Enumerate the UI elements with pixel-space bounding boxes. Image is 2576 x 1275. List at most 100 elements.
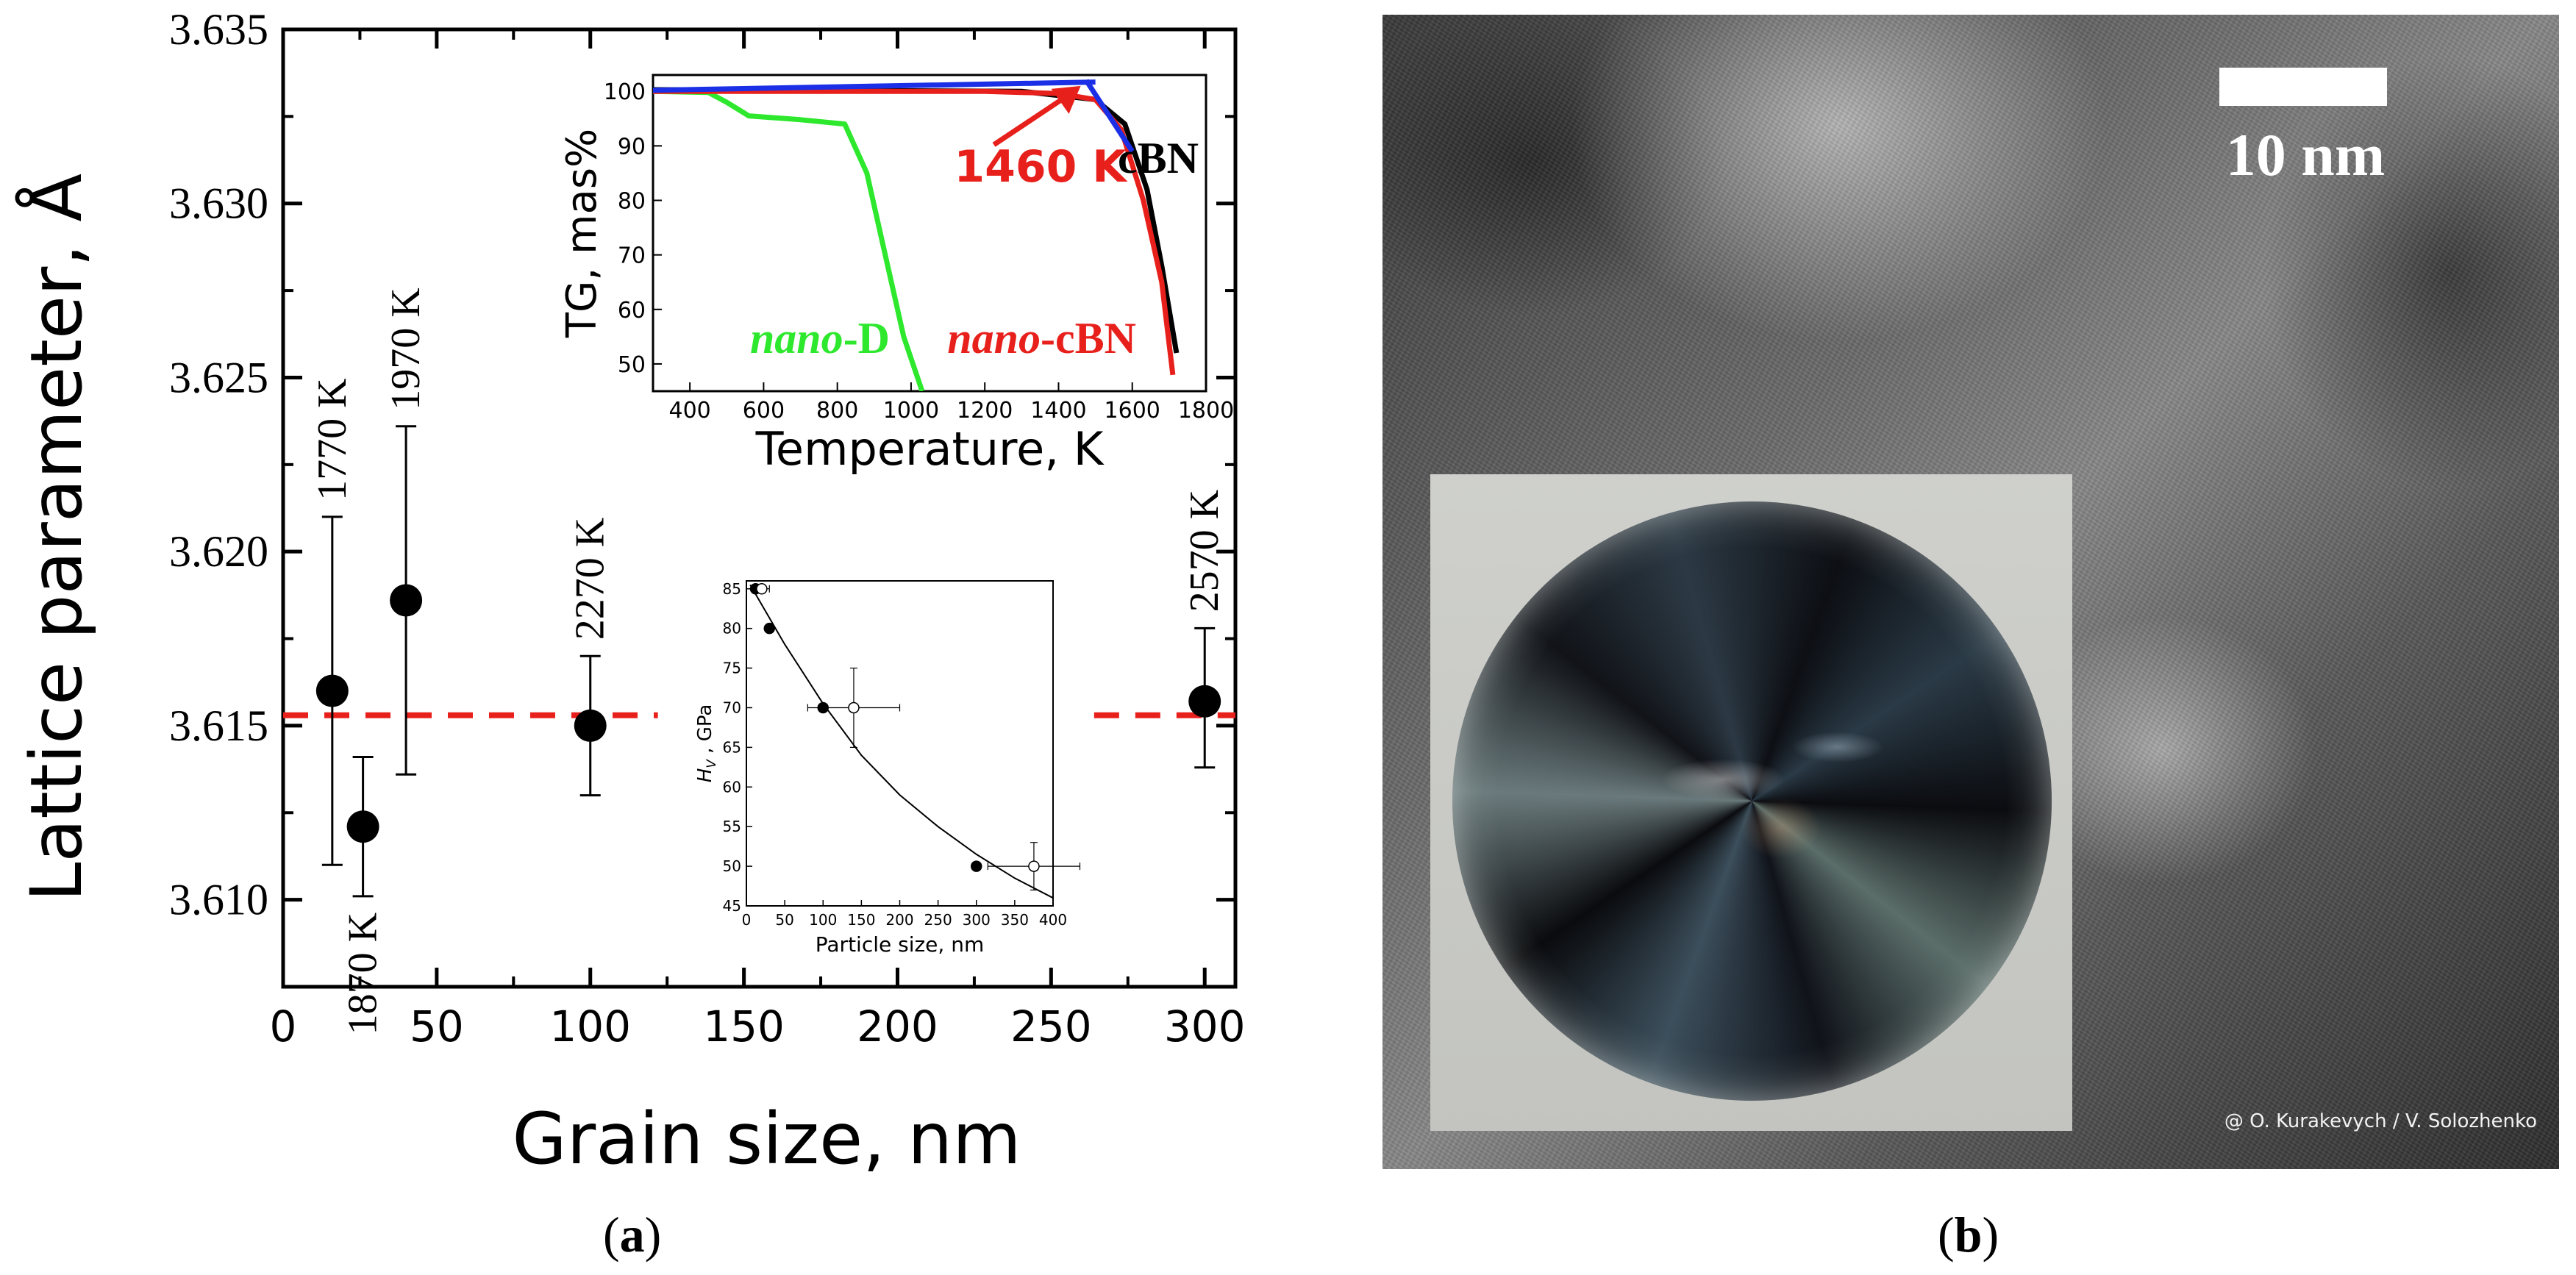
tg-y-tick-label: 50 bbox=[618, 352, 646, 378]
tg-series-label: nano-D bbox=[750, 314, 890, 362]
hardness-y-axis-unit: , GPa bbox=[694, 704, 716, 760]
x-tick-label: 250 bbox=[1010, 1001, 1092, 1051]
plot-frame bbox=[281, 27, 1238, 989]
y-tick-label: 3.625 bbox=[169, 353, 268, 401]
hardness-x-axis-title: Particle size, nm bbox=[816, 932, 984, 957]
tg-x-tick-label: 1200 bbox=[957, 398, 1013, 424]
hardness-y-tick-label: 85 bbox=[723, 580, 741, 598]
hardness-y-tick-label: 65 bbox=[723, 738, 741, 756]
panel-a-label: (a) bbox=[603, 1206, 661, 1264]
tg-x-tick-label: 1000 bbox=[883, 398, 939, 424]
hardness-x-tick-label: 100 bbox=[809, 911, 837, 929]
data-point bbox=[346, 810, 379, 843]
panel-b-label-open: ( bbox=[1938, 1207, 1955, 1262]
image-credit: @ O. Kurakevych / V. Solozhenko bbox=[2224, 1110, 2537, 1132]
panel-a-label-open: ( bbox=[603, 1207, 620, 1262]
tg-y-axis-title: TG, mas% bbox=[558, 129, 606, 338]
x-tick-label: 100 bbox=[549, 1001, 631, 1051]
tg-annotation-label: 1460 K bbox=[954, 141, 1128, 193]
hardness-point-filled bbox=[763, 622, 776, 635]
hardness-x-tick-label: 0 bbox=[742, 911, 752, 929]
hardness-point-open bbox=[1028, 860, 1040, 872]
hardness-y-tick-label: 50 bbox=[723, 857, 741, 875]
panel-a-label-close: ) bbox=[644, 1207, 662, 1262]
x-tick-label: 300 bbox=[1164, 1001, 1246, 1051]
x-tick-label: 150 bbox=[703, 1001, 785, 1051]
tg-series-label: nano-cBN bbox=[947, 314, 1136, 362]
tg-series-label-suffix: -D bbox=[843, 314, 890, 362]
tg-series-label-prefix: nano bbox=[947, 314, 1041, 362]
hardness-y-tick-label: 60 bbox=[723, 778, 741, 796]
tg-series-line bbox=[1084, 79, 1135, 153]
tg-x-tick-label: 1600 bbox=[1105, 398, 1160, 424]
panel-b-label: (b) bbox=[1938, 1206, 1999, 1264]
y-tick-label: 3.610 bbox=[169, 876, 268, 924]
tg-annotation-arrow-head bbox=[1051, 85, 1081, 114]
y-tick-label: 3.615 bbox=[169, 701, 268, 750]
data-point bbox=[315, 674, 349, 707]
tg-y-tick-label: 70 bbox=[618, 243, 646, 269]
lattice-parameter-chart: 0 50 100 150 200 250 300 3.610 3.615 3.620 3.625 3.… bbox=[15, 5, 1246, 1180]
tg-x-tick-label: 1400 bbox=[1030, 398, 1086, 424]
hardness-x-tick-label: 200 bbox=[885, 911, 913, 929]
panel-b: 10 nm @ O. Kurakevych / V. Solozhenko bbox=[1382, 15, 2559, 1169]
panel-b-label-letter: b bbox=[1954, 1207, 1983, 1262]
x-tick-label: 50 bbox=[410, 1001, 464, 1051]
hardness-x-tick-label: 300 bbox=[963, 911, 991, 929]
tg-x-tick-label: 800 bbox=[816, 398, 858, 424]
hardness-point-open bbox=[756, 583, 768, 595]
hardness-x-tick-label: 250 bbox=[924, 911, 952, 929]
tg-x-tick-label: 400 bbox=[669, 398, 711, 424]
tg-x-axis-title: Temperature, K bbox=[755, 422, 1105, 476]
panel-b-label-close: ) bbox=[1982, 1207, 1999, 1262]
temperature-label: 1870 K bbox=[340, 913, 386, 1035]
hardness-y-axis-subscript: V bbox=[704, 759, 719, 768]
temperature-label: 1770 K bbox=[310, 378, 355, 500]
hardness-y-tick-label: 45 bbox=[723, 897, 741, 915]
tg-y-tick-label: 80 bbox=[618, 189, 646, 215]
y-tick-label: 3.635 bbox=[169, 5, 268, 54]
scale-bar-label: 10 nm bbox=[2225, 121, 2386, 188]
hardness-y-tick-label: 55 bbox=[723, 818, 741, 835]
tg-series-label-suffix: cBN bbox=[1118, 134, 1199, 182]
tg-inset: 400 600 800 1000 1200 1400 1600 1800 50 60 70 80 90 1… bbox=[558, 74, 1234, 476]
compact-disc-sample bbox=[1452, 501, 2052, 1101]
hardness-y-tick-label: 75 bbox=[723, 660, 741, 677]
temperature-label: 2270 K bbox=[568, 518, 613, 640]
temperature-label: 1970 K bbox=[383, 288, 429, 410]
x-axis-title: Grain size, nm bbox=[512, 1098, 1021, 1180]
hardness-y-axis-symbol: H bbox=[694, 768, 716, 783]
temperature-label: 2570 K bbox=[1182, 490, 1227, 612]
panel-a-label-letter: a bbox=[619, 1207, 645, 1262]
hardness-point-open bbox=[848, 701, 860, 714]
y-tick-label: 3.630 bbox=[169, 179, 268, 228]
data-point bbox=[574, 709, 607, 742]
hardness-y-tick-label: 80 bbox=[723, 620, 741, 638]
tg-x-tick-label: 600 bbox=[743, 398, 785, 424]
tg-y-tick-label: 60 bbox=[618, 298, 646, 324]
data-point bbox=[1188, 685, 1221, 718]
tg-series-label-suffix: -cBN bbox=[1041, 314, 1136, 362]
tg-series-line bbox=[653, 88, 1176, 376]
disc-reflection bbox=[1570, 634, 1952, 957]
panel-a: 0 50 100 150 200 250 300 3.610 3.615 3.620 3.625 3.… bbox=[0, 0, 1280, 1271]
tg-series-line bbox=[653, 79, 1096, 93]
hardness-fit-curve bbox=[749, 584, 1054, 899]
tg-x-tick-label: 1800 bbox=[1178, 398, 1234, 424]
hardness-x-tick-label: 150 bbox=[847, 911, 875, 929]
sample-photo bbox=[1430, 474, 2072, 1131]
tg-y-tick-label: 90 bbox=[618, 134, 646, 160]
hardness-x-tick-label: 350 bbox=[1001, 911, 1029, 929]
hardness-y-tick-label: 70 bbox=[723, 699, 741, 716]
hardness-point-filled bbox=[971, 860, 982, 872]
tg-series-label-prefix: nano bbox=[750, 314, 843, 362]
x-tick-label: 200 bbox=[857, 1001, 938, 1051]
hardness-x-tick-label: 400 bbox=[1039, 911, 1067, 929]
tg-series-line bbox=[653, 88, 925, 391]
hardness-y-axis-title: HV , GPa bbox=[694, 704, 719, 783]
tg-series-label: cBN bbox=[1118, 134, 1199, 182]
scale-bar bbox=[2219, 68, 2387, 106]
y-axis-title: Lattice parameter, Å bbox=[15, 174, 98, 901]
data-point bbox=[390, 584, 423, 617]
y-tick-label: 3.620 bbox=[169, 527, 268, 576]
